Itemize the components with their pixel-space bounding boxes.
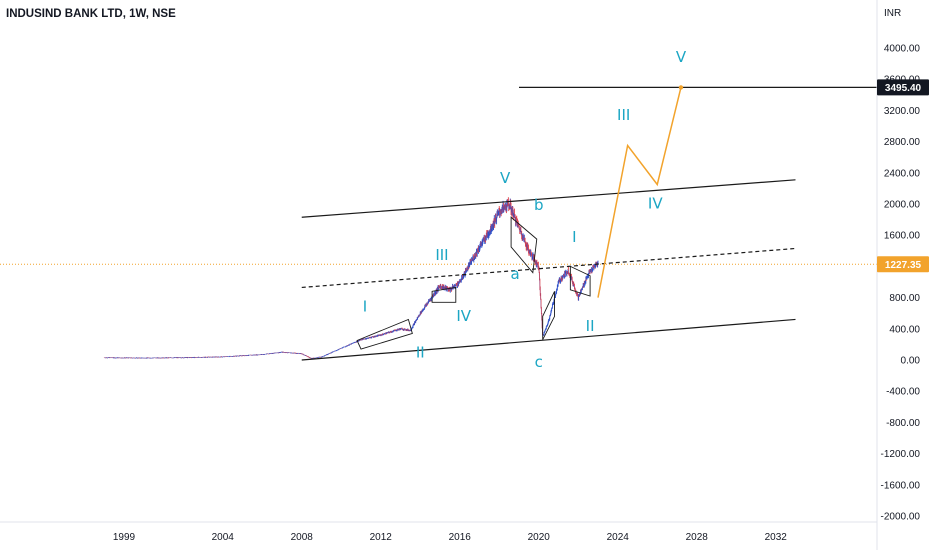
wave-label: III: [435, 246, 448, 264]
x-tick-label: 2032: [765, 532, 788, 543]
x-tick-label: 2008: [291, 532, 314, 543]
projection-endpoint: [678, 85, 684, 90]
wave-label: IV: [456, 307, 471, 325]
y-tick-label: 0.00: [901, 356, 921, 367]
x-tick-label: 2024: [607, 532, 630, 543]
channel-upper-line: [301, 179, 796, 218]
y-tick-label: -1200.00: [881, 449, 921, 460]
wave-label: a: [510, 265, 519, 283]
wave-label: II: [416, 344, 425, 362]
pattern-box: [569, 265, 591, 297]
y-tick-label: 2400.00: [884, 168, 921, 179]
wave-label: I: [572, 228, 576, 246]
price-series: [103, 197, 599, 359]
wave-label: b: [534, 196, 544, 214]
y-tick-label: 1600.00: [884, 231, 921, 242]
pattern-box: [431, 286, 457, 303]
y-tick-label: 800.00: [889, 293, 920, 304]
x-tick-label: 2020: [528, 532, 551, 543]
y-tick-label: 2000.00: [884, 200, 921, 211]
x-tick-label: 2016: [449, 532, 472, 543]
pattern-box: [510, 216, 538, 274]
wave-label: I: [363, 298, 367, 316]
wave-label: V: [500, 169, 511, 187]
x-tick-label: 2012: [370, 532, 393, 543]
price-tag-label: 3495.40: [885, 83, 922, 94]
channel-lower-line: [301, 318, 796, 361]
price-tag: [877, 256, 929, 273]
wave-label: IV: [648, 195, 663, 213]
price-tag: [877, 79, 929, 96]
y-tick-label: -2000.00: [881, 512, 921, 523]
y-tick-label: -400.00: [886, 387, 920, 398]
y-tick-label: 4000.00: [884, 44, 921, 55]
wave-label: V: [676, 48, 687, 66]
pattern-box: [542, 291, 555, 340]
drawings-layer: [301, 85, 877, 361]
wave-label: II: [586, 317, 595, 335]
price-path: [104, 203, 599, 359]
x-tick-label: 2004: [212, 532, 235, 543]
pattern-box: [356, 318, 413, 350]
y-tick-label: -800.00: [886, 418, 920, 429]
y-tick-label: -1600.00: [881, 480, 921, 491]
wave-label: c: [535, 353, 543, 371]
y-tick-label: 2800.00: [884, 137, 921, 148]
x-tick-label: 2028: [686, 532, 709, 543]
y-tick-label: 3200.00: [884, 106, 921, 117]
chart-title: INDUSIND BANK LTD, 1W, NSE: [6, 8, 176, 20]
channel-middle-line: [301, 247, 796, 289]
currency-label: INR: [884, 8, 901, 19]
price-tag-label: 1227.35: [885, 260, 922, 271]
projection-path: [597, 87, 682, 298]
x-tick-label: 1999: [113, 532, 136, 543]
wave-label: III: [617, 106, 630, 124]
y-tick-label: 400.00: [889, 324, 920, 335]
